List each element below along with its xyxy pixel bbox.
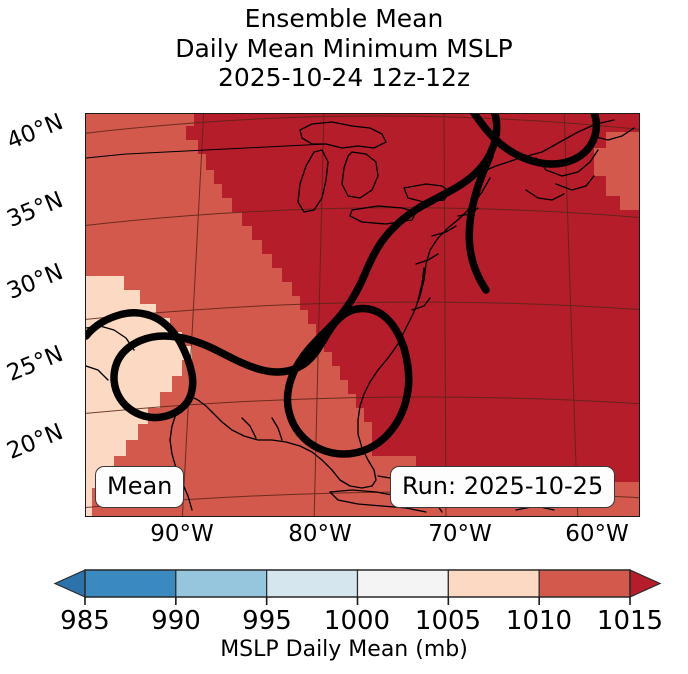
colorbar-tick-995: 995 bbox=[242, 606, 292, 636]
colorbar-outline bbox=[84, 569, 631, 598]
colorbar-tick-990: 990 bbox=[151, 606, 201, 636]
lon-label-60w: 60°W bbox=[565, 521, 629, 547]
colorbar-title: MSLP Daily Mean (mb) bbox=[220, 637, 468, 662]
lat-label-35n: 35°N bbox=[3, 186, 67, 233]
colorbar-band-985-990 bbox=[84, 569, 177, 598]
lat-label-30n: 30°N bbox=[3, 258, 67, 305]
colorbar-band-1010-1015 bbox=[538, 569, 631, 598]
colorbar-band-990-995 bbox=[175, 569, 268, 598]
map-graphic bbox=[86, 114, 639, 516]
lat-label-40n: 40°N bbox=[3, 108, 67, 155]
colorbar-tick-985: 985 bbox=[60, 606, 110, 636]
colorbar-band-1005-1010 bbox=[447, 569, 540, 598]
colorbar-tick-1000: 1000 bbox=[323, 606, 391, 636]
lon-label-70w: 70°W bbox=[428, 521, 492, 547]
title-line-1: Ensemble Mean bbox=[244, 4, 444, 33]
lon-label-80w: 80°W bbox=[288, 521, 352, 547]
contour-1015 bbox=[86, 114, 601, 458]
colorbar-ticks bbox=[84, 597, 631, 605]
lat-label-25n: 25°N bbox=[3, 340, 67, 387]
colorbar-bands bbox=[53, 569, 662, 598]
legend-box-run[interactable]: Run: 2025-10-25 bbox=[390, 466, 616, 508]
colorbar-band-1000-1005 bbox=[356, 569, 449, 598]
colorbar-tick-1005: 1005 bbox=[414, 606, 482, 636]
colorbar-extend-low bbox=[53, 569, 86, 598]
lat-label-20n: 20°N bbox=[3, 418, 67, 465]
map-panel[interactable] bbox=[85, 113, 640, 517]
colorbar-tick-1010: 1010 bbox=[505, 606, 573, 636]
colorbar-tick-1015: 1015 bbox=[596, 606, 664, 636]
lon-label-90w: 90°W bbox=[150, 521, 214, 547]
title-line-3: 2025-10-24 12z-12z bbox=[217, 63, 471, 92]
figure-title: Ensemble Mean Daily Mean Minimum MSLP 20… bbox=[0, 4, 688, 93]
field-region-ne-patch bbox=[594, 132, 639, 210]
colorbar-extend-high bbox=[629, 569, 662, 598]
colorbar-band-995-1000 bbox=[266, 569, 359, 598]
title-line-2: Daily Mean Minimum MSLP bbox=[175, 33, 513, 63]
legend-box-mean[interactable]: Mean bbox=[95, 466, 185, 508]
